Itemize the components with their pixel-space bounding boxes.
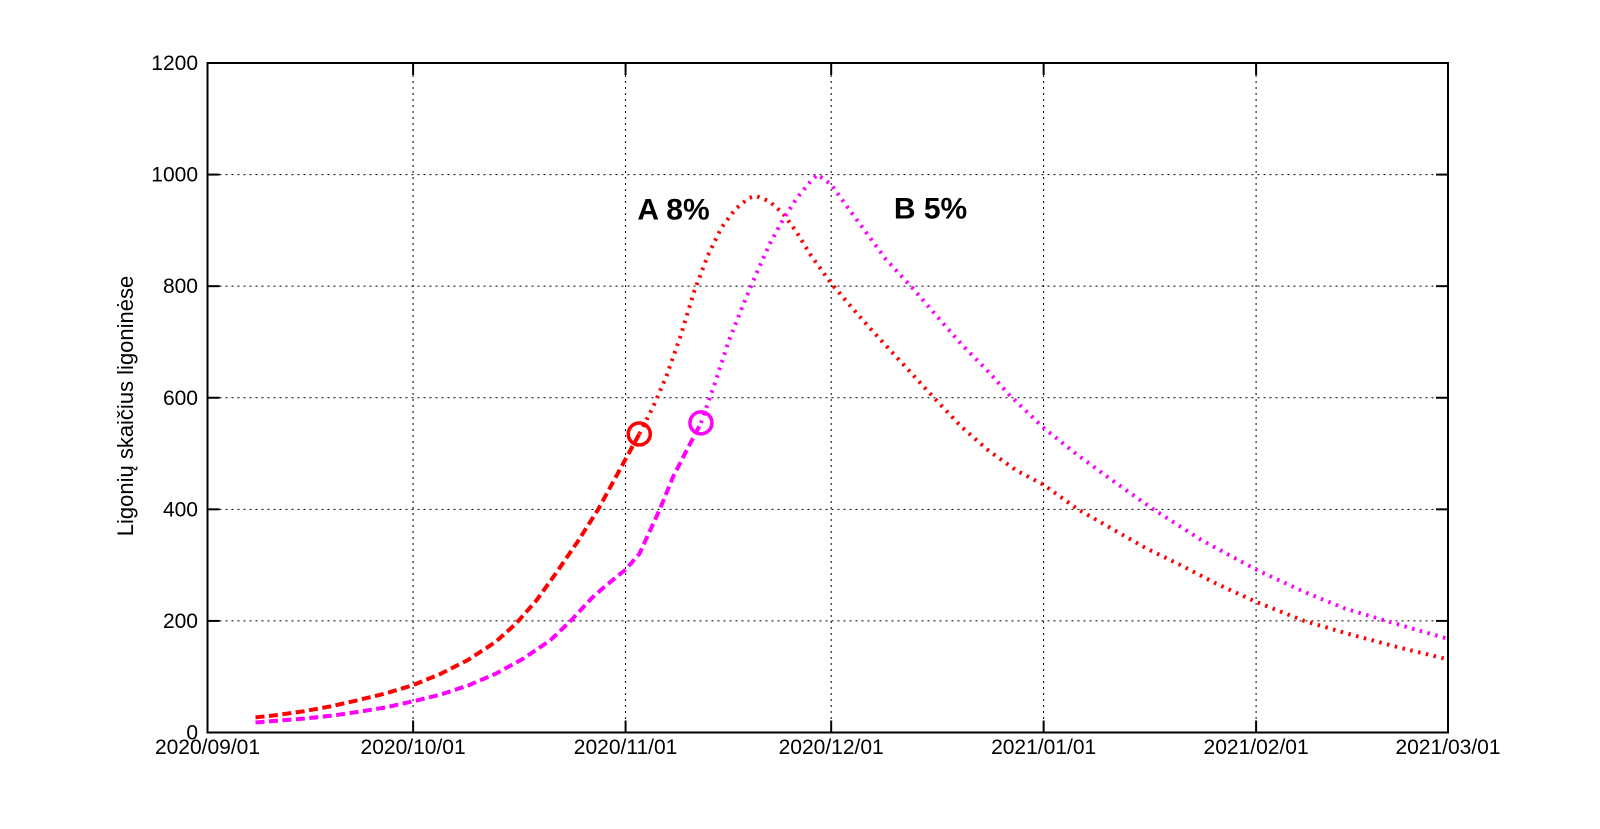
series-1-current-marker [688, 410, 714, 436]
x-tick-label: 2021/03/01 [1395, 736, 1500, 759]
x-tick-label: 2021/02/01 [1204, 736, 1309, 759]
x-tick-label: 2020/11/01 [574, 736, 678, 759]
series-0-forecast-line [637, 193, 1449, 662]
x-tick-label: 2020/10/01 [361, 736, 466, 759]
x-tick-label: 2020/12/01 [779, 736, 884, 759]
series-0-current-marker [626, 421, 653, 447]
x-tick-label: 2021/01/01 [991, 736, 1096, 759]
y-tick-label: 1200 [151, 52, 198, 75]
y-tick-label: 1000 [151, 164, 198, 187]
series-1-forecast-line [699, 171, 1449, 641]
y-tick-label: 0 [186, 722, 198, 745]
series-1-annotation: B 5% [894, 193, 967, 226]
axis-box [206, 62, 1449, 734]
y-tick-label: 200 [163, 610, 198, 633]
y-axis-label: Ligonių skaičius ligoninėse [113, 276, 138, 537]
y-tick-label: 400 [163, 498, 198, 521]
x-tick-label: 2020/09/01 [155, 736, 260, 759]
series-1-history-line [255, 421, 703, 725]
y-tick-label: 600 [163, 387, 198, 410]
y-tick-label: 800 [163, 275, 198, 298]
series-0-annotation: A 8% [637, 194, 709, 227]
series-0-history-line [255, 433, 642, 720]
